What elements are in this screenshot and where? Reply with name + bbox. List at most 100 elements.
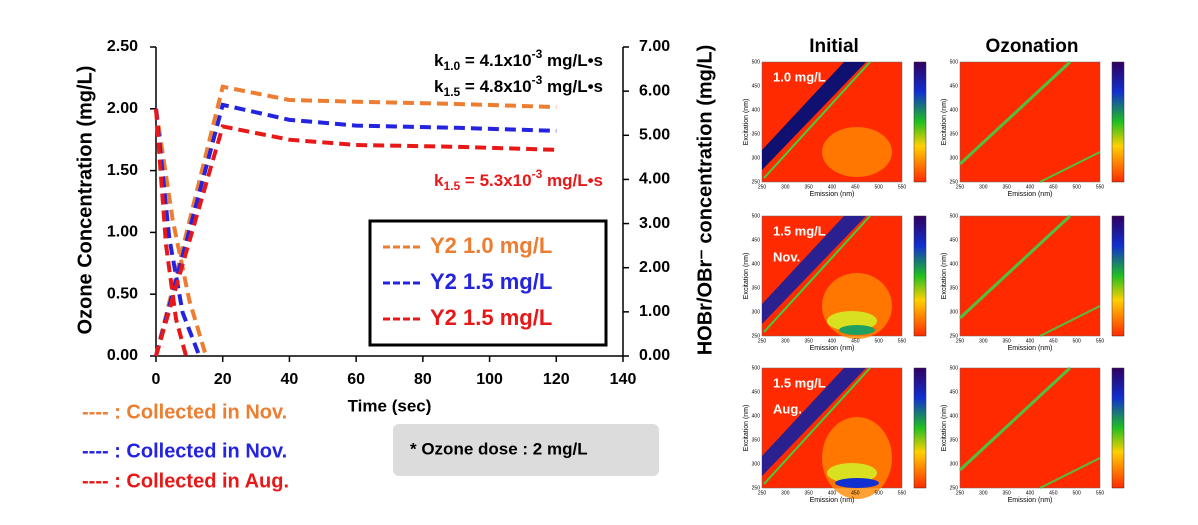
x-tick-label: 140 — [610, 371, 637, 388]
rate-mid: = 4.1x10 — [460, 51, 531, 70]
rate-mid: = 4.8x10 — [460, 77, 531, 96]
eem-y-tick-label: 350 — [950, 437, 959, 443]
eem-x-tick-label: 550 — [898, 338, 907, 344]
rate-unit: mg/L•s — [542, 51, 603, 70]
eem-y-tick-label: 300 — [752, 155, 761, 161]
x-tick-label: 60 — [347, 371, 365, 388]
column-title: Initial — [809, 36, 859, 57]
y2-tick-label: 0.00 — [639, 347, 670, 364]
eem-y-tick-label: 250 — [950, 179, 959, 185]
eem-region — [839, 325, 875, 335]
eem-y-tick-label: 300 — [752, 461, 761, 467]
eem-x-tick-label: 450 — [851, 184, 860, 190]
eem-y-tick-label: 500 — [752, 213, 761, 219]
eem-x-tick-label: 250 — [758, 184, 767, 190]
x-tick-label: 40 — [281, 371, 299, 388]
eem-scatter-band — [762, 216, 866, 324]
eem-y-tick-label: 500 — [950, 59, 959, 65]
rate-sup: -3 — [532, 73, 543, 87]
eem-y-tick-label: 400 — [950, 261, 959, 267]
eem-x-tick-label: 350 — [1002, 338, 1011, 344]
y2-tick-label: 6.00 — [639, 82, 670, 99]
eem-scatter-band — [762, 62, 866, 170]
rate-sub: 1.5 — [444, 85, 461, 99]
eem-scatter-edge — [763, 215, 871, 333]
eem-scatter-line — [958, 214, 1072, 320]
eem-y-tick-label: 450 — [950, 83, 959, 89]
colorbar — [1111, 61, 1125, 183]
hobr-line — [154, 102, 557, 357]
colorbar — [1111, 367, 1125, 489]
eem-scatter-band — [762, 368, 866, 476]
eem-y-tick-label: 450 — [752, 83, 761, 89]
eem-x-tick-label: 300 — [781, 490, 790, 496]
note: ---- : Collected in Nov. — [82, 401, 287, 423]
y-tick-label: 1.50 — [107, 162, 138, 179]
y2-tick-label: 3.00 — [639, 215, 670, 232]
eem-plot — [959, 367, 1101, 489]
rate-unit: mg/L•s — [542, 77, 603, 96]
eem-y-label: Excitation (nm) — [941, 405, 948, 452]
colorbar — [1111, 215, 1125, 337]
eem-y-tick-label: 350 — [752, 437, 761, 443]
eem-x-tick-label: 450 — [1049, 184, 1058, 190]
eem-scatter-line — [1039, 151, 1101, 183]
x-tick-label: 0 — [152, 371, 161, 388]
eem-region — [827, 463, 877, 483]
rate-sup: -3 — [532, 47, 543, 61]
eem-x-tick-label: 450 — [851, 338, 860, 344]
eem-y-tick-label: 250 — [752, 485, 761, 491]
column-title: Ozonation — [986, 36, 1079, 57]
rate-sub: 1.5 — [444, 179, 461, 193]
rate-mid: = 5.3x10 — [460, 171, 531, 190]
eem-x-tick-label: 300 — [979, 490, 988, 496]
eem-x-tick-label: 250 — [956, 338, 965, 344]
eem-y-tick-label: 350 — [950, 285, 959, 291]
eem-x-tick-label: 500 — [874, 490, 883, 496]
eem-x-tick-label: 350 — [1002, 184, 1011, 190]
eem-x-tick-label: 450 — [1049, 490, 1058, 496]
eem-scatter-line — [1039, 457, 1101, 489]
rate-k: k — [434, 51, 444, 70]
rate-label: k1.5 = 5.3x10-3 mg/L•s — [434, 167, 603, 193]
eem-y-tick-label: 300 — [950, 461, 959, 467]
eem-x-tick-label: 350 — [804, 338, 813, 344]
eem-x-tick-label: 450 — [851, 490, 860, 496]
eem-x-tick-label: 300 — [979, 184, 988, 190]
eem-y-tick-label: 500 — [950, 213, 959, 219]
eem-x-tick-label: 250 — [758, 338, 767, 344]
rate-label: k1.0 = 4.1x10-3 mg/L•s — [434, 47, 603, 73]
colorbar — [913, 61, 927, 183]
eem-x-tick-label: 500 — [874, 338, 883, 344]
rate-k: k — [434, 77, 444, 96]
eem-y-tick-label: 300 — [950, 309, 959, 315]
eem-y-label: Excitation (nm) — [743, 253, 750, 300]
eem-x-tick-label: 250 — [956, 184, 965, 190]
eem-y-label: Excitation (nm) — [941, 253, 948, 300]
eem-y-tick-label: 300 — [752, 309, 761, 315]
ozone-line — [154, 108, 208, 357]
y2-tick-label: 7.00 — [639, 38, 670, 55]
x-axis-label: Time (sec) — [348, 396, 432, 415]
rate-label: k1.5 = 4.8x10-3 mg/L•s — [434, 73, 603, 99]
eem-x-label: Emission (nm) — [1008, 345, 1053, 352]
eem-scatter-edge — [763, 61, 871, 179]
eem-x-tick-label: 400 — [1026, 338, 1035, 344]
eem-x-label: Emission (nm) — [810, 345, 855, 352]
eem-y-tick-label: 250 — [752, 333, 761, 339]
eem-y-tick-label: 500 — [752, 59, 761, 65]
ozone-line — [154, 108, 202, 357]
eem-scatter-line — [958, 366, 1072, 472]
x-tick-label: 100 — [476, 371, 503, 388]
eem-y-tick-label: 250 — [950, 485, 959, 491]
x-tick-label: 120 — [543, 371, 570, 388]
eem-x-label: Emission (nm) — [1008, 497, 1053, 504]
dose-note: * Ozone dose : 2 mg/L — [410, 439, 588, 458]
eem-x-label: Emission (nm) — [810, 497, 855, 504]
eem-x-tick-label: 550 — [898, 184, 907, 190]
legend-label: Y2 1.5 mg/L — [430, 269, 552, 294]
y-axis-label: Ozone Concentration (mg/L) — [74, 66, 96, 335]
colorbar — [913, 367, 927, 489]
eem-x-tick-label: 300 — [781, 338, 790, 344]
